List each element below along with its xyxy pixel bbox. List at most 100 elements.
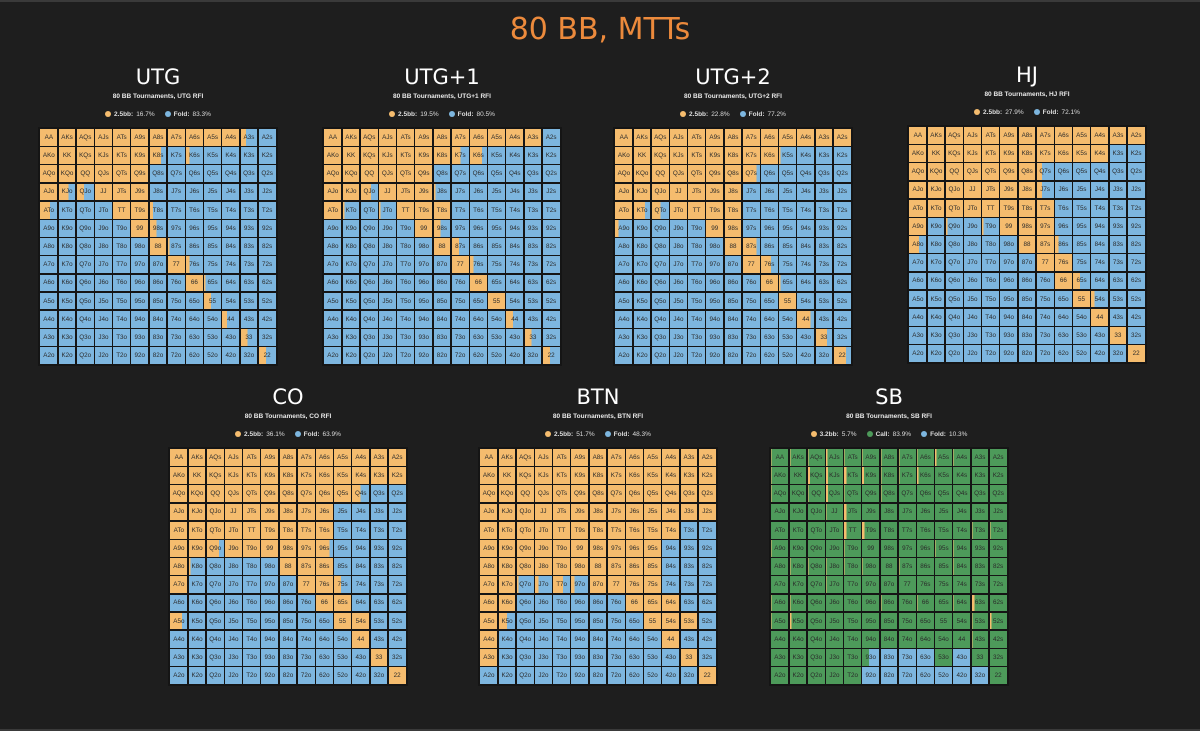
hand-cell: 87o — [279, 576, 297, 594]
hand-cell: AJo — [480, 503, 498, 521]
hand-cell: K2o — [633, 347, 651, 365]
hand-cell: 32s — [698, 649, 716, 666]
hand-cell: A2s — [258, 129, 276, 146]
hand-cell: 72o — [451, 347, 469, 365]
hand-cell: K3s — [1109, 145, 1127, 162]
hand-cell: 54s — [506, 292, 524, 310]
hand-cell: 76s — [469, 256, 487, 274]
hand-cell: J7o — [670, 256, 687, 274]
hand-cell: A3s — [971, 449, 989, 466]
hand-cell: K5o — [927, 290, 945, 308]
hand-cell: K6s — [469, 147, 487, 164]
hand-cell: 84s — [662, 558, 680, 575]
hand-cell: 32s — [833, 329, 851, 346]
hand-cell: Q9s — [862, 485, 880, 503]
hand-cell: T5s — [779, 201, 796, 219]
hand-cell: J4s — [352, 503, 370, 521]
hand-cell: Q5o — [206, 612, 224, 630]
hand-cell: A4s — [662, 449, 680, 466]
hand-cell: AQs — [651, 129, 669, 146]
hand-cell: J7o — [826, 576, 843, 594]
hand-cell: A6o — [480, 594, 498, 612]
hand-cell: Q7s — [1036, 163, 1054, 181]
hand-cell: T5o — [397, 292, 415, 310]
hand-cell: K5s — [644, 467, 661, 484]
hand-cell: K4s — [797, 147, 815, 164]
hand-cell: 94o — [1000, 308, 1018, 326]
hand-cell: 83o — [589, 649, 607, 666]
hand-cell: J4s — [797, 183, 815, 201]
hand-cell: K8s — [589, 467, 607, 484]
hand-cell: Q4o — [76, 310, 94, 328]
hand-cell: Q9s — [571, 485, 589, 503]
hand-cell: T6s — [469, 201, 487, 219]
hand-cell: Q6o — [807, 594, 825, 612]
hand-cell: K7o — [58, 256, 76, 274]
hand-cell: A7s — [1036, 127, 1054, 144]
hand-cell: T4o — [844, 630, 862, 648]
hand-cell: K6o — [498, 594, 516, 612]
hand-cell: J7s — [451, 183, 469, 201]
legend-item: Fold: 10.3% — [921, 431, 967, 438]
hand-cell: K8o — [633, 238, 651, 255]
hand-cell: QJo — [651, 183, 669, 201]
hand-cell: A9o — [324, 219, 342, 237]
hand-cell: T5o — [688, 292, 706, 310]
hand-cell: 54s — [662, 612, 680, 630]
hand-grid: AA AKs AQs AJs ATs A9s A8s A7s A6s A5s A4s A3s A2s AK… — [322, 127, 562, 367]
hand-cell: KTs — [982, 145, 1000, 162]
chart-utg2: UTG+2 80 BB Tournaments, UTG+2 RFI 2.5bb… — [611, 64, 855, 367]
hand-cell: 63o — [185, 329, 203, 346]
hand-cell: AA — [615, 129, 633, 146]
hand-cell: 64o — [625, 630, 643, 648]
hand-cell: 97s — [898, 539, 916, 557]
hand-cell: K2s — [698, 467, 716, 484]
hand-cell: 42s — [388, 630, 406, 648]
hand-cell: 72s — [1127, 254, 1145, 272]
hand-cell: 96o — [1000, 272, 1018, 290]
hand-cell: Q5o — [360, 292, 378, 310]
hand-cell: T5o — [982, 290, 1000, 308]
hand-cell: 64s — [662, 594, 680, 612]
hand-cell: 65s — [935, 594, 952, 612]
hand-cell: T6s — [315, 521, 333, 539]
hand-cell: 87s — [167, 238, 185, 255]
hand-cell: 84o — [1018, 308, 1036, 326]
hand-cell: T2s — [989, 521, 1007, 539]
hand-cell: 53o — [644, 649, 661, 666]
hand-cell: J3s — [971, 503, 989, 521]
hand-cell: AQo — [170, 485, 188, 503]
hand-cell: 98s — [880, 539, 898, 557]
hand-cell: 87s — [742, 238, 760, 255]
hand-cell: 82s — [388, 558, 406, 575]
hand-cell: J5o — [670, 292, 687, 310]
hand-cell: Q7s — [297, 485, 315, 503]
hand-cell: QTo — [76, 201, 94, 219]
hand-cell: 87o — [433, 256, 451, 274]
hand-cell: QTs — [688, 165, 706, 183]
hand-cell: T5s — [488, 201, 505, 219]
hand-cell: 62o — [625, 667, 643, 685]
hand-cell: 66 — [469, 274, 487, 292]
hand-cell: 62s — [698, 594, 716, 612]
hand-cell: 75s — [488, 256, 505, 274]
hand-cell: 62s — [258, 274, 276, 292]
hand-cell: 52s — [388, 612, 406, 630]
hand-cell: 72s — [542, 256, 560, 274]
hand-cell: 63s — [240, 274, 258, 292]
hand-cell: QJs — [379, 165, 396, 183]
hand-cell: 73s — [971, 576, 989, 594]
hand-cell: 88 — [724, 238, 742, 255]
hand-cell: A6o — [324, 274, 342, 292]
hand-cell: KQs — [76, 147, 94, 164]
hand-cell: T3s — [971, 521, 989, 539]
hand-cell: 63o — [1054, 327, 1072, 344]
hand-cell: T7s — [1036, 199, 1054, 217]
hand-grid: AA AKs AQs AJs ATs A9s A8s A7s A6s A5s A4s A3s A2s AK… — [478, 447, 718, 687]
hand-cell: 43o — [222, 329, 240, 346]
hand-cell: 54o — [1073, 308, 1090, 326]
hand-cell: J2o — [964, 345, 981, 363]
hand-cell: J8o — [535, 558, 552, 575]
hand-cell: A4o — [771, 630, 789, 648]
hand-cell: J8s — [433, 183, 451, 201]
